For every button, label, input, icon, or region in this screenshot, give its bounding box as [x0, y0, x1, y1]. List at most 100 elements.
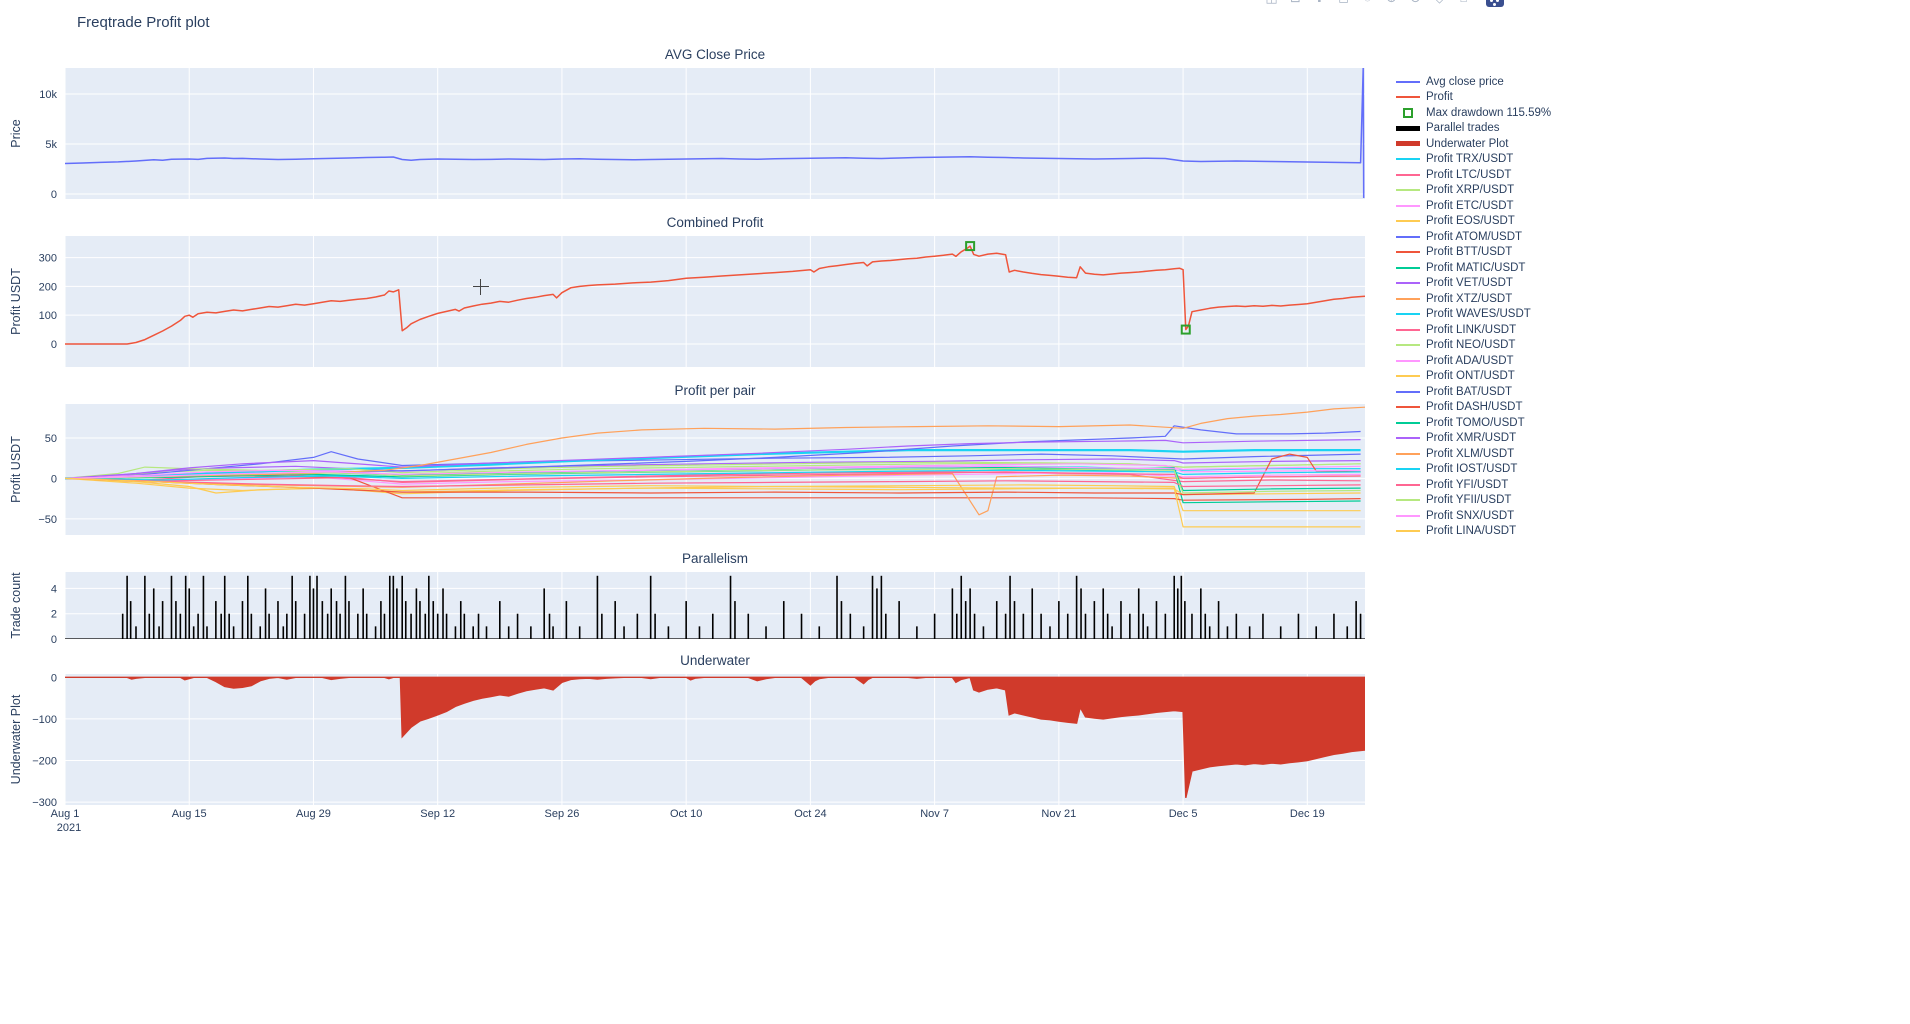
legend-item-profit-lina-usdt[interactable]: Profit LINA/USDT [1396, 524, 1551, 540]
legend-item-profit-yfii-usdt[interactable]: Profit YFII/USDT [1396, 493, 1551, 509]
y-tick-label: 10k [39, 89, 57, 101]
legend-item-parallel-trades[interactable]: Parallel trades [1396, 121, 1551, 137]
x-tick-label: Sep 26 [544, 808, 579, 820]
legend-item-profit-xmr-usdt[interactable]: Profit XMR/USDT [1396, 431, 1551, 447]
y-tick-label: 0 [51, 672, 57, 684]
legend-item-profit-snx-usdt[interactable]: Profit SNX/USDT [1396, 508, 1551, 524]
legend-item-profit-ltc-usdt[interactable]: Profit LTC/USDT [1396, 167, 1551, 183]
legend-line-swatch [1396, 390, 1420, 393]
legend-label: Profit SNX/USDT [1426, 509, 1515, 522]
zoom-in-icon[interactable]: ⊕ [1382, 0, 1401, 9]
legend-line-swatch [1396, 125, 1420, 131]
legend-label: Profit XRP/USDT [1426, 184, 1515, 197]
lasso-select-icon[interactable]: ◌ [1358, 0, 1377, 9]
legend-label: Profit YFI/USDT [1426, 478, 1509, 491]
series-profit-link-usdt-line [65, 471, 1361, 483]
legend-item-profit-etc-usdt[interactable]: Profit ETC/USDT [1396, 198, 1551, 214]
legend-item-profit-eos-usdt[interactable]: Profit EOS/USDT [1396, 214, 1551, 230]
legend-label: Max drawdown 115.59% [1426, 106, 1552, 119]
series-profit-xmr-usdt-line [65, 439, 1361, 479]
series-profit-lina-usdt-line [65, 477, 1361, 528]
y-tick-label: 200 [39, 281, 57, 293]
legend-label: Profit LINA/USDT [1426, 525, 1517, 538]
legend-label: Profit NEO/USDT [1426, 339, 1516, 352]
subplot-title-avg-close-price: AVG Close Price [665, 47, 765, 62]
legend-label: Profit ONT/USDT [1426, 370, 1515, 383]
legend-line-swatch [1396, 235, 1420, 238]
box-select-icon[interactable]: ◻ [1334, 0, 1353, 9]
legend-item-profit-atom-usdt[interactable]: Profit ATOM/USDT [1396, 229, 1551, 245]
legend-label: Profit BTT/USDT [1426, 246, 1513, 259]
legend-label: Underwater Plot [1426, 137, 1509, 150]
legend-line-swatch [1396, 437, 1420, 440]
legend-item-profit-btt-usdt[interactable]: Profit BTT/USDT [1396, 245, 1551, 261]
legend-line-swatch [1396, 204, 1420, 207]
pan-icon[interactable]: ✚ [1310, 0, 1329, 9]
legend-item-underwater-plot[interactable]: Underwater Plot [1396, 136, 1551, 152]
legend-label: Profit LINK/USDT [1426, 323, 1517, 336]
y-tick-label: 0 [51, 473, 57, 485]
subplot-title-parallelism: Parallelism [682, 551, 748, 566]
x-tick-label: Oct 10 [670, 808, 702, 820]
legend-item-profit-xrp-usdt[interactable]: Profit XRP/USDT [1396, 183, 1551, 199]
legend-item-profit-bat-usdt[interactable]: Profit BAT/USDT [1396, 384, 1551, 400]
autoscale-icon[interactable]: ◇ [1430, 0, 1449, 9]
series-underwater-plot-area [65, 676, 1365, 799]
legend-label: Profit EOS/USDT [1426, 215, 1515, 228]
legend-item-profit-link-usdt[interactable]: Profit LINK/USDT [1396, 322, 1551, 338]
legend-item-profit-iost-usdt[interactable]: Profit IOST/USDT [1396, 462, 1551, 478]
y-axis-title-combined-profit: Profit USDT [9, 268, 23, 335]
legend-item-avg-close-price[interactable]: Avg close price [1396, 74, 1551, 90]
legend-label: Parallel trades [1426, 122, 1500, 135]
plot-area-avg-close-price[interactable] [65, 68, 1365, 199]
legend-item-profit-ada-usdt[interactable]: Profit ADA/USDT [1396, 353, 1551, 369]
download-plot-icon[interactable]: ◫ [1262, 0, 1281, 9]
legend-item-profit-yfi-usdt[interactable]: Profit YFI/USDT [1396, 477, 1551, 493]
legend-line-swatch [1396, 344, 1420, 347]
series-profit-xtz-usdt-line [65, 472, 1361, 516]
legend-item-max-drawdown-115-59[interactable]: Max drawdown 115.59% [1396, 105, 1551, 121]
y-axis-title-underwater: Underwater Plot [9, 694, 23, 784]
legend-line-swatch [1396, 220, 1420, 223]
legend-line-swatch [1396, 406, 1420, 409]
legend-item-profit[interactable]: Profit [1396, 90, 1551, 106]
legend-item-profit-tomo-usdt[interactable]: Profit TOMO/USDT [1396, 415, 1551, 431]
legend-line-swatch [1396, 359, 1420, 362]
plot-area-combined-profit[interactable] [65, 236, 1365, 367]
legend-item-profit-matic-usdt[interactable]: Profit MATIC/USDT [1396, 260, 1551, 276]
legend-line-swatch [1396, 251, 1420, 254]
legend-line-swatch [1396, 499, 1420, 502]
x-tick-label: Dec 5 [1169, 808, 1198, 820]
y-tick-label: 0 [51, 189, 57, 201]
x-tick-label: Aug 15 [172, 808, 207, 820]
zoom-icon[interactable]: ⊡ [1286, 0, 1305, 9]
legend-label: Profit [1426, 91, 1453, 104]
series-profit-iost-usdt-line [65, 469, 1361, 481]
y-axis-title-parallelism: Trade count [9, 572, 23, 639]
legend-line-swatch [1396, 266, 1420, 269]
legend-item-profit-dash-usdt[interactable]: Profit DASH/USDT [1396, 400, 1551, 416]
series-profit-snx-usdt-line [65, 465, 1361, 479]
legend-label: Profit XTZ/USDT [1426, 292, 1513, 305]
series-profit-line [65, 245, 1365, 345]
legend-item-profit-xlm-usdt[interactable]: Profit XLM/USDT [1396, 446, 1551, 462]
legend-item-profit-vet-usdt[interactable]: Profit VET/USDT [1396, 276, 1551, 292]
legend-line-swatch [1396, 530, 1420, 533]
legend-line-swatch [1396, 282, 1420, 285]
legend-item-profit-xtz-usdt[interactable]: Profit XTZ/USDT [1396, 291, 1551, 307]
legend-item-profit-trx-usdt[interactable]: Profit TRX/USDT [1396, 152, 1551, 168]
reset-axes-icon[interactable]: ⌂ [1454, 0, 1473, 9]
legend-item-profit-waves-usdt[interactable]: Profit WAVES/USDT [1396, 307, 1551, 323]
legend-line-swatch [1396, 80, 1420, 83]
zoom-out-icon[interactable]: ⊖ [1406, 0, 1425, 9]
legend-item-profit-ont-usdt[interactable]: Profit ONT/USDT [1396, 369, 1551, 385]
legend-line-swatch [1396, 313, 1420, 316]
x-tick-label: Aug 29 [296, 808, 331, 820]
x-tick-label-year: 2021 [57, 822, 81, 834]
plotly-logo[interactable] [1486, 0, 1504, 7]
x-tick-label: Oct 24 [794, 808, 826, 820]
legend-label: Profit ATOM/USDT [1426, 230, 1523, 243]
legend-line-swatch [1396, 173, 1420, 176]
legend-item-profit-neo-usdt[interactable]: Profit NEO/USDT [1396, 338, 1551, 354]
